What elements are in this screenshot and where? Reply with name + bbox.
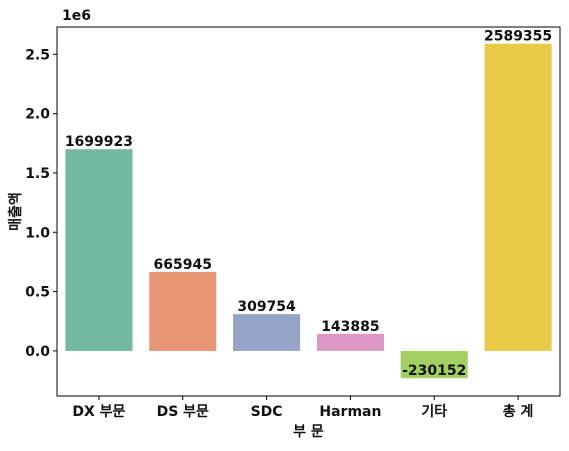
x-axis-title: 부 문 (293, 424, 324, 440)
x-tick-label-3: SDC (251, 404, 283, 420)
y-tick-label-2: 0.5 (25, 285, 50, 301)
plot-frame (56, 26, 561, 397)
x-tick-label-6: 총 계 (503, 404, 534, 420)
value-label-3: 309754 (237, 299, 296, 315)
bar-5 (400, 350, 468, 379)
y-tick-label-6: 2.5 (25, 47, 50, 63)
x-tick-label-5: 기타 (421, 404, 447, 420)
bar-3 (233, 314, 301, 351)
value-labels-group: 1699923 665945 309754 143885 -230152 2589355 (65, 29, 552, 380)
y-axis-ticks: 0.0 0.5 1.0 1.5 2.0 2.5 (25, 47, 57, 360)
x-tick-label-2: DS 부문 (157, 404, 209, 420)
y-tick-label-4: 1.5 (25, 166, 50, 182)
value-label-2: 665945 (154, 257, 212, 273)
y-axis-title: 매출액 (7, 192, 24, 231)
x-axis-ticks: DX 부문 DS 부문 SDC Harman 기타 총 계 (72, 396, 533, 420)
y-tick-label-5: 2.0 (25, 107, 50, 123)
value-label-4: 143885 (321, 319, 379, 335)
value-label-5: -230152 (402, 363, 466, 379)
x-tick-label-4: Harman (319, 404, 381, 420)
y-tick-label-1: 0.0 (25, 344, 50, 360)
bar-2 (149, 271, 217, 351)
bar-6 (484, 43, 552, 351)
bars-group (65, 43, 552, 379)
value-label-1: 1699923 (65, 134, 133, 150)
bar-4 (316, 333, 384, 351)
y-axis-offset-label: 1e6 (62, 8, 91, 24)
y-tick-label-3: 1.0 (25, 225, 50, 241)
bar-1 (65, 149, 133, 351)
x-tick-label-1: DX 부문 (72, 404, 125, 420)
value-label-6: 2589355 (484, 29, 552, 45)
